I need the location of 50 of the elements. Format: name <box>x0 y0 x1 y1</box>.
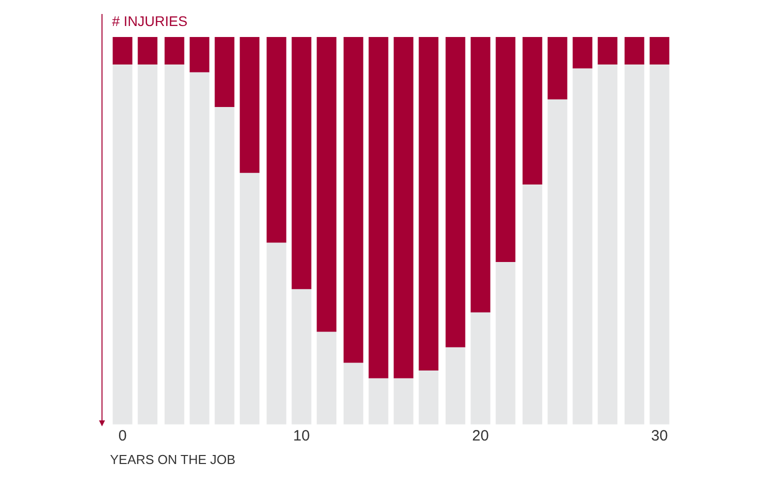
bar <box>470 37 490 312</box>
bar <box>572 68 592 424</box>
bar <box>164 64 184 424</box>
bar <box>316 37 336 332</box>
bar <box>650 37 670 64</box>
bar <box>240 172 260 424</box>
bar <box>394 378 414 424</box>
bar <box>446 346 466 424</box>
bar <box>522 37 542 185</box>
bar <box>598 64 618 424</box>
x-tick-label: 10 <box>293 428 310 445</box>
bar <box>624 37 644 64</box>
bar <box>548 98 568 424</box>
bar <box>650 64 670 424</box>
bar <box>214 37 234 108</box>
bar <box>316 331 336 424</box>
bar <box>138 37 158 64</box>
bar <box>292 288 312 424</box>
bar <box>598 37 618 64</box>
bar <box>496 37 516 262</box>
bar <box>572 37 592 68</box>
bar <box>240 37 260 173</box>
bar <box>190 37 210 72</box>
bar <box>138 64 158 424</box>
bar <box>344 37 364 363</box>
bar <box>292 37 312 290</box>
bar <box>266 242 286 424</box>
bar <box>496 261 516 424</box>
bar <box>418 37 438 370</box>
bar <box>266 37 286 243</box>
bar <box>418 370 438 424</box>
bar <box>112 64 132 424</box>
y-axis-title: # INJURIES <box>112 12 188 29</box>
x-axis-title: YEARS ON THE JOB <box>110 452 236 467</box>
bar <box>446 37 466 348</box>
bar <box>548 37 568 100</box>
bar <box>344 362 364 424</box>
bar <box>394 37 414 378</box>
bar <box>522 184 542 424</box>
bar <box>164 37 184 64</box>
x-tick-label: 0 <box>118 428 127 445</box>
bar <box>214 106 234 424</box>
bar <box>368 37 388 378</box>
bar <box>190 72 210 424</box>
bar <box>112 37 132 64</box>
bar <box>368 378 388 424</box>
x-tick-label: 30 <box>651 428 668 445</box>
x-tick-label: 20 <box>472 428 489 445</box>
bar <box>470 312 490 424</box>
bar <box>624 64 644 424</box>
